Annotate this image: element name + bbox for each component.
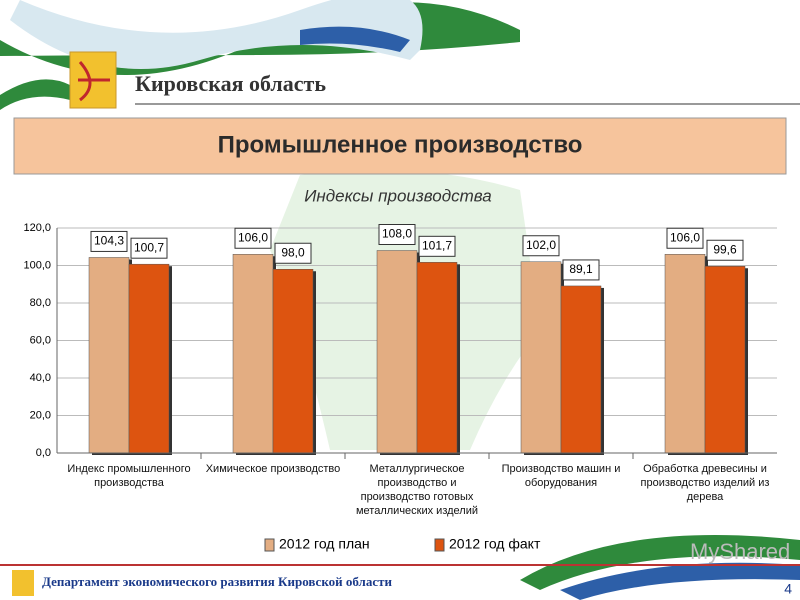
value-label-box: [562, 259, 600, 281]
ribbon: [300, 26, 410, 52]
value-label-box: [130, 237, 168, 259]
region-title: Кировская область: [135, 71, 326, 96]
bar: [232, 254, 274, 454]
x-tick-label: Производство машин и оборудования: [501, 463, 621, 489]
x-tick-label: Обработка древесины и производство издел…: [640, 463, 770, 503]
value-label: 108,0: [382, 227, 412, 241]
value-label-box: [418, 235, 456, 257]
watermark: MyShared: [690, 539, 790, 564]
bar: [88, 257, 130, 454]
y-tick-label: 20,0: [30, 409, 51, 421]
value-label: 106,0: [670, 230, 700, 244]
value-label: 99,6: [713, 242, 737, 256]
bar: [704, 266, 746, 454]
chart-title: Индексы производства: [304, 186, 492, 205]
footer-text: Департамент экономического развития Киро…: [42, 574, 393, 589]
value-label-box: [378, 224, 416, 245]
page-number: 4: [784, 581, 792, 597]
bar: [272, 269, 314, 454]
value-label: 106,0: [238, 230, 268, 244]
value-label-box: [522, 235, 560, 257]
ribbon: [560, 562, 800, 600]
bar: [560, 285, 602, 454]
bar: [416, 262, 458, 454]
bar: [376, 250, 418, 454]
y-tick-label: 60,0: [30, 334, 51, 346]
value-label: 98,0: [281, 245, 305, 259]
legend-label: 2012 год план: [279, 536, 370, 552]
legend-swatch: [434, 538, 445, 552]
ribbon: [520, 535, 800, 590]
legend-swatch: [264, 538, 275, 552]
y-tick-label: 40,0: [30, 372, 51, 384]
footer-emblem: [12, 570, 34, 596]
legend-label: 2012 год факт: [449, 536, 541, 552]
value-label-box: [666, 227, 704, 249]
y-tick-label: 100,0: [23, 259, 51, 271]
value-label-box: [90, 230, 128, 252]
banner: [13, 117, 787, 175]
bar: [128, 263, 170, 454]
x-tick-label: Индекс промышленного производства: [67, 463, 191, 489]
ribbon: [0, 79, 70, 110]
banner-title: Промышленное производство: [218, 131, 583, 158]
value-label: 104,3: [94, 234, 124, 248]
value-label: 89,1: [569, 262, 593, 276]
y-tick-label: 80,0: [30, 297, 51, 309]
x-tick-label: Химическое производство: [205, 463, 341, 475]
bar: [664, 254, 706, 454]
value-label: 100,7: [134, 240, 164, 254]
emblem-bow: [78, 61, 110, 102]
value-label-box: [274, 242, 312, 264]
value-label-box: [706, 239, 744, 261]
value-label-box: [234, 227, 272, 249]
bar: [520, 261, 562, 454]
value-label: 102,0: [526, 238, 556, 252]
y-tick-label: 120,0: [23, 222, 51, 234]
y-tick-label: 0,0: [36, 447, 51, 459]
x-tick-label: Металлургическое производство и производ…: [355, 463, 478, 517]
value-label: 101,7: [422, 238, 452, 252]
